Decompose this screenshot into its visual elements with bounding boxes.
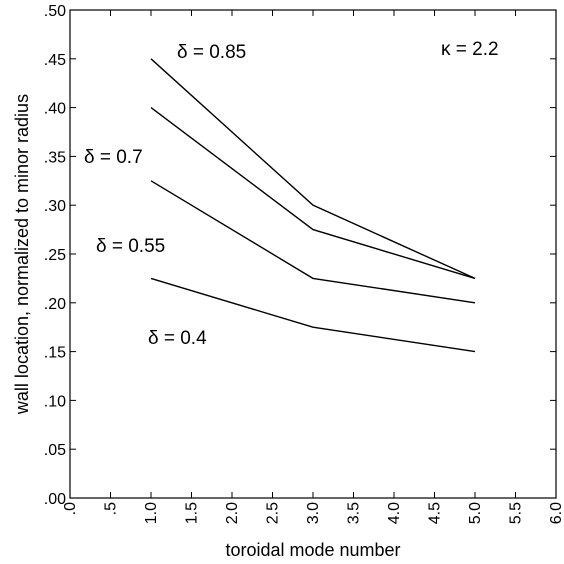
- x-tick-label: 2.0: [224, 502, 241, 524]
- y-tick-label: .05: [44, 442, 66, 459]
- y-tick-label: .50: [44, 3, 66, 20]
- series-line-2: [150, 180, 476, 304]
- x-tick-label: 4.5: [427, 502, 444, 524]
- kappa-annotation: κ = 2.2: [441, 39, 499, 60]
- y-tick-label: .10: [44, 393, 66, 410]
- series-line-3: [150, 277, 476, 353]
- series-line-1: [150, 107, 476, 280]
- y-tick-label: .20: [44, 296, 66, 313]
- y-axis: .00 .05 .10 .15 .20 .25 .30 .35 .40 .45 .50: [44, 3, 556, 508]
- x-tick-label: .5: [103, 502, 120, 515]
- y-tick-label: .45: [44, 52, 66, 69]
- x-tick-label: 6.0: [548, 502, 564, 524]
- x-axis: .0 .5 1.0 1.5 2.0 2.5 3.0 3.5 4.0 4.5 5.0 5.5 6.0: [62, 10, 564, 524]
- y-tick-label: .30: [44, 198, 66, 215]
- x-axis-label: toroidal mode number: [225, 540, 400, 560]
- y-tick-label: .15: [44, 345, 66, 362]
- y-tick-label: .40: [44, 101, 66, 118]
- x-tick-label: 5.0: [467, 502, 484, 524]
- series-label-delta-07: δ = 0.7: [84, 147, 143, 168]
- y-tick-label: .25: [44, 247, 66, 264]
- x-tick-label: 4.0: [386, 502, 403, 524]
- series-label-delta-085: δ = 0.85: [177, 42, 246, 63]
- series-label-delta-055: δ = 0.55: [96, 236, 165, 257]
- x-tick-label: 3.5: [346, 502, 363, 524]
- x-tick-label: 1.5: [184, 502, 201, 524]
- x-tick-label: 1.0: [143, 502, 160, 524]
- y-tick-label: .35: [44, 149, 66, 166]
- x-tick-label: 2.5: [265, 502, 282, 524]
- x-tick-label: 3.0: [305, 502, 322, 524]
- series-label-delta-04: δ = 0.4: [148, 328, 207, 349]
- series-line-0: [150, 58, 476, 280]
- series-lines: [150, 58, 476, 353]
- y-tick-label: .00: [44, 491, 66, 508]
- y-axis-label: wall location, normalized to minor radiu…: [12, 94, 32, 415]
- x-tick-label: .0: [62, 502, 79, 515]
- x-tick-label: 5.5: [508, 502, 525, 524]
